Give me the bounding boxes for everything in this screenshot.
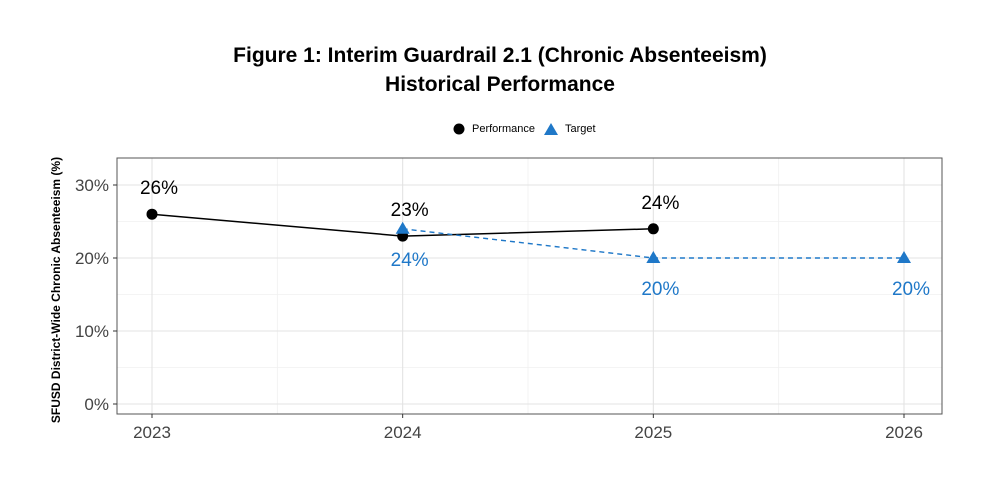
legend-label-performance: Performance [472, 123, 535, 135]
data-label-performance: 23% [391, 200, 429, 221]
data-point-target [897, 251, 911, 263]
x-tick-label: 2026 [885, 423, 923, 442]
y-tick-label: 30% [75, 176, 109, 195]
data-point-target [395, 221, 410, 234]
y-tick-label: 20% [75, 249, 109, 268]
y-tick-label: 10% [75, 322, 109, 341]
y-tick-label: 0% [84, 395, 109, 414]
x-tick-label: 2025 [634, 423, 672, 442]
circle-icon [452, 122, 466, 136]
x-tick-label: 2023 [133, 423, 171, 442]
data-point-target [646, 251, 661, 263]
data-label-performance: 26% [140, 178, 178, 199]
legend-item-target: Target [543, 122, 596, 136]
data-label-performance: 24% [641, 193, 679, 214]
plot-panel [117, 158, 942, 414]
data-label-target: 20% [641, 279, 679, 300]
plot-border [116, 157, 943, 415]
x-tick-label: 2024 [384, 423, 422, 442]
legend-label-target: Target [564, 123, 596, 135]
legend: Performance Target [452, 119, 604, 139]
chart-title-line2: Historical Performance [385, 73, 615, 96]
data-label-target: 20% [892, 279, 930, 300]
data-label-target: 24% [391, 250, 429, 271]
triangle-icon [543, 122, 559, 136]
chart-title-line1: Figure 1: Interim Guardrail 2.1 (Chronic… [233, 44, 767, 67]
data-point-performance [146, 208, 158, 220]
legend-item-performance: Performance [452, 122, 535, 136]
data-point-performance [647, 223, 659, 235]
